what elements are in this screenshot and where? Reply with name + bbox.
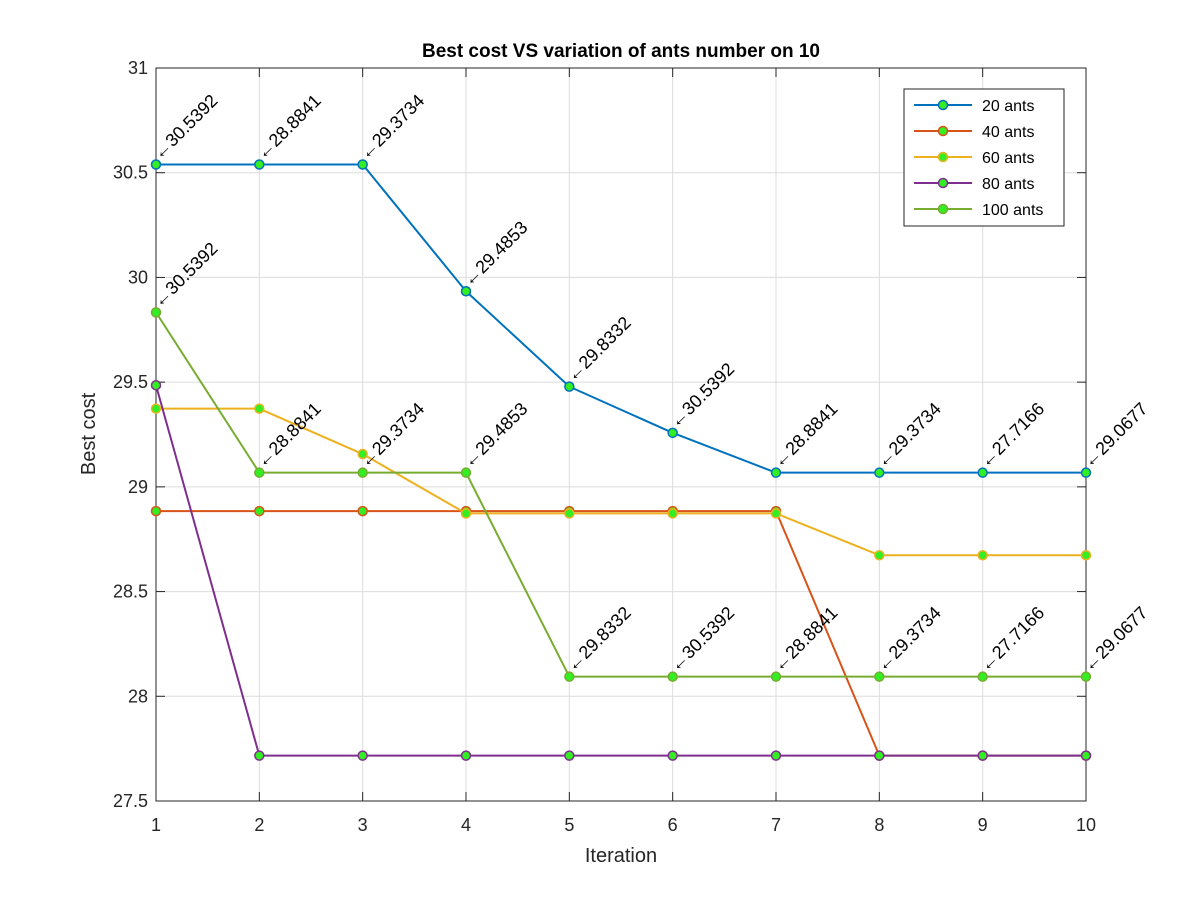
x-tick-label: 9	[978, 815, 988, 835]
data-point-marker	[667, 427, 678, 439]
data-point-marker	[254, 505, 265, 517]
legend-swatch-marker	[937, 177, 949, 189]
series-60-ants	[150, 403, 1092, 561]
data-point-marker	[254, 159, 265, 170]
data-point-marker	[564, 381, 575, 392]
data-point-marker	[357, 448, 368, 460]
y-tick-label: 29	[128, 477, 148, 497]
x-tick-label: 4	[461, 815, 471, 835]
x-tick-label: 3	[358, 815, 368, 835]
data-point-marker	[770, 750, 782, 761]
x-tick-label: 6	[668, 815, 678, 835]
y-tick-label: 31	[128, 58, 148, 78]
series-line	[156, 407, 1086, 557]
x-tick-label: 10	[1076, 815, 1096, 835]
legend-item: 40 ants	[914, 124, 1034, 141]
y-tick-label: 28.5	[113, 582, 148, 602]
y-tick-label: 28	[128, 686, 148, 706]
legend-item: 60 ants	[914, 150, 1034, 167]
data-point-marker	[460, 467, 472, 478]
series-80-ants	[150, 379, 1092, 761]
data-point-marker	[150, 505, 162, 517]
data-point-marker	[150, 159, 162, 170]
data-point-marker	[564, 671, 575, 682]
series-100-ants	[150, 307, 1092, 682]
series-20-ants	[150, 159, 1092, 478]
legend: 20 ants 40 ants 60 ants 80 ants 100 ants	[903, 88, 1065, 227]
legend-label: 40 ants	[982, 124, 1034, 141]
data-point-marker	[977, 750, 988, 761]
y-axis-title: Best cost	[78, 392, 100, 475]
data-point-marker	[150, 403, 162, 414]
legend-swatch-marker	[937, 151, 949, 163]
chart-title: Best cost VS variation of ants number on…	[422, 41, 820, 62]
data-point-marker	[874, 671, 885, 682]
legend-item: 100 ants	[914, 202, 1043, 219]
data-point-marker	[254, 750, 265, 761]
data-point-marker	[357, 505, 368, 517]
data-point-marker	[357, 159, 368, 170]
series-line	[155, 384, 1086, 757]
data-point-marker	[1080, 750, 1092, 761]
data-point-marker	[977, 549, 988, 561]
data-point-marker	[667, 671, 678, 682]
x-tick-label: 8	[874, 815, 884, 835]
axis-ticks: 1 2 3 4 5 6 7 8 9 10 27.5 28 28.5 29 29.5 30 30.5 31	[113, 58, 1096, 835]
legend-label: 60 ants	[982, 150, 1034, 167]
data-point-marker	[667, 508, 678, 519]
y-tick-label: 30	[128, 267, 148, 287]
series-lines	[150, 159, 1092, 761]
x-tick-label: 2	[254, 815, 264, 835]
y-tick-label: 27.5	[113, 791, 148, 811]
data-point-marker	[357, 467, 368, 478]
data-point-marker	[357, 750, 368, 761]
data-point-marker	[460, 750, 472, 761]
data-point-marker	[1080, 467, 1092, 478]
data-point-marker	[150, 307, 162, 318]
x-tick-label: 5	[564, 815, 574, 835]
data-point-marker	[770, 671, 782, 682]
legend-swatch-marker	[937, 203, 949, 215]
data-point-marker	[460, 508, 472, 519]
x-axis-title: Iteration	[585, 845, 657, 867]
data-point-marker	[977, 671, 988, 682]
legend-item: 20 ants	[914, 98, 1034, 115]
series-line	[156, 163, 1086, 474]
data-point-marker	[460, 286, 472, 297]
data-point-marker	[667, 750, 678, 761]
data-point-marker	[564, 508, 575, 519]
data-point-marker	[977, 467, 988, 478]
legend-label: 100 ants	[982, 202, 1043, 219]
y-tick-label: 30.5	[113, 163, 148, 183]
legend-label: 20 ants	[982, 98, 1034, 115]
x-tick-label: 1	[151, 815, 161, 835]
data-point-marker	[254, 403, 265, 414]
data-point-marker	[874, 549, 885, 561]
data-point-marker	[874, 750, 885, 761]
legend-swatch-marker	[937, 99, 949, 111]
data-point-marker	[254, 467, 265, 478]
data-point-marker	[770, 508, 782, 519]
data-point-marker	[874, 467, 885, 478]
data-point-marker	[564, 750, 575, 761]
data-point-marker	[1080, 671, 1092, 682]
legend-swatch-marker	[937, 125, 949, 137]
legend-label: 80 ants	[982, 176, 1034, 193]
data-point-marker	[1080, 549, 1092, 561]
legend-item: 80 ants	[914, 176, 1034, 193]
y-tick-label: 29.5	[113, 372, 148, 392]
plot-box	[155, 67, 1087, 802]
x-tick-label: 7	[771, 815, 781, 835]
series-line	[155, 311, 1086, 678]
data-point-marker	[770, 467, 782, 478]
data-point-marker	[150, 379, 162, 391]
